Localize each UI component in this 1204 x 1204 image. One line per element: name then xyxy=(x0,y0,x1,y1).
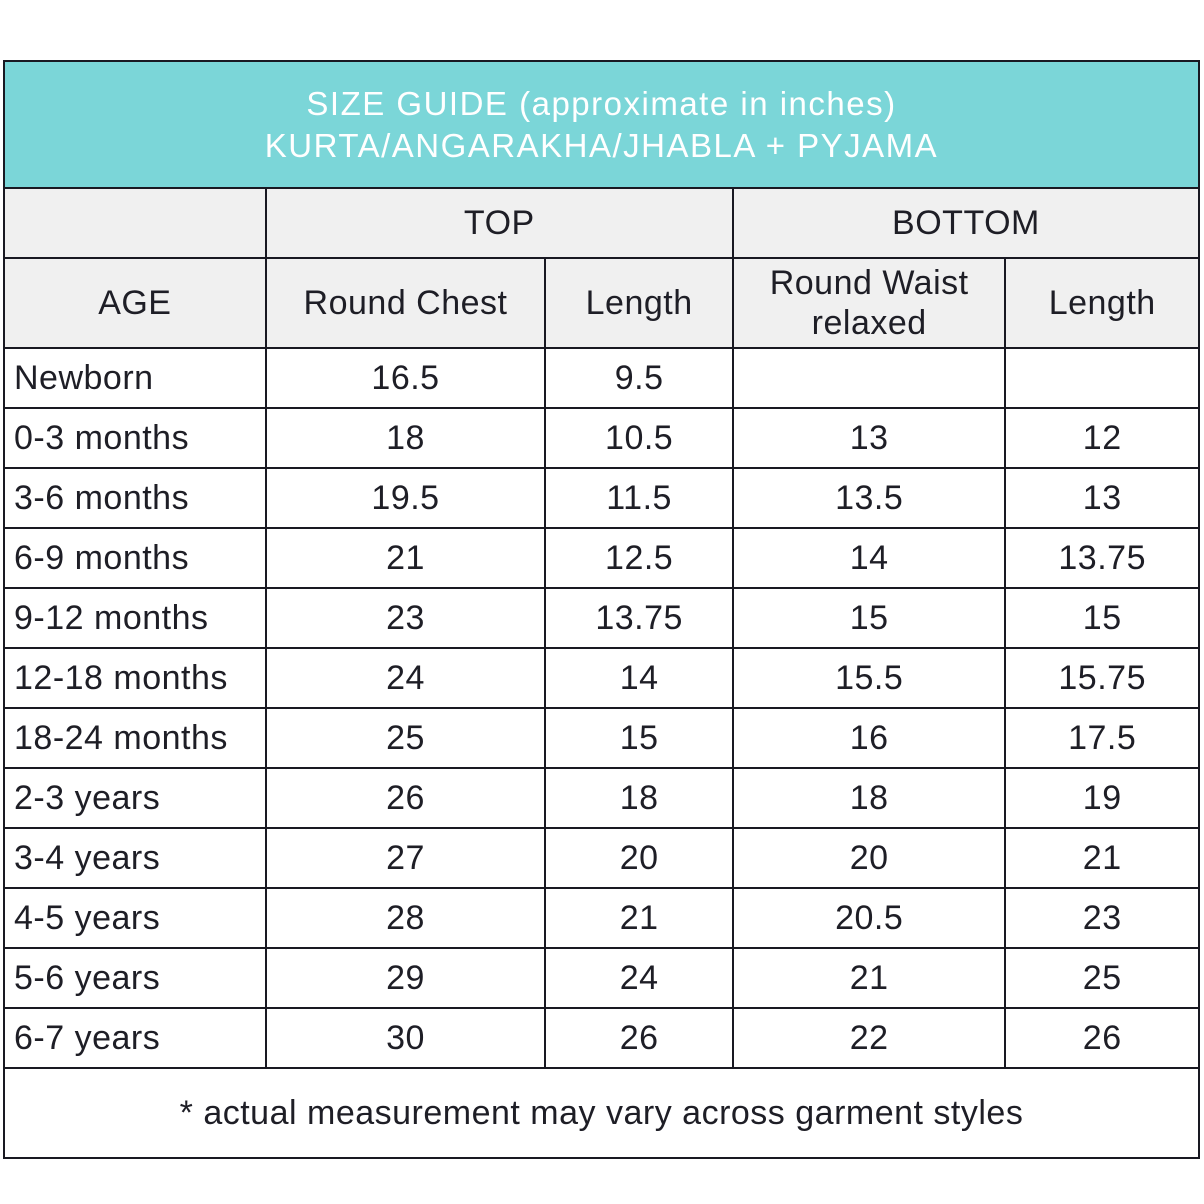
table-row: 2-3 years 26 18 18 19 xyxy=(3,767,1200,829)
bottom-round-waist-cell: 20.5 xyxy=(731,887,1007,949)
table-row: 5-6 years 29 24 21 25 xyxy=(3,947,1200,1009)
table-row: 0-3 months 18 10.5 13 12 xyxy=(3,407,1200,469)
bottom-round-waist-cell: 20 xyxy=(731,827,1007,889)
title-row: SIZE GUIDE (approximate in inches) KURTA… xyxy=(3,60,1200,189)
group-header-row: TOP BOTTOM xyxy=(3,187,1201,259)
table-row: 4-5 years 28 21 20.5 23 xyxy=(3,887,1200,949)
table-row: 9-12 months 23 13.75 15 15 xyxy=(3,587,1200,649)
top-length-cell: 10.5 xyxy=(544,407,734,469)
group-header-age-spacer xyxy=(3,187,267,259)
table-row: 6-7 years 30 26 22 26 xyxy=(3,1007,1200,1069)
top-round-chest-cell: 30 xyxy=(264,1007,547,1069)
group-header-top: TOP xyxy=(264,187,734,259)
title-line-2: KURTA/ANGARAKHA/JHABLA + PYJAMA xyxy=(264,126,939,164)
title-line-1: SIZE GUIDE (approximate in inches) xyxy=(306,84,897,122)
top-length-cell: 18 xyxy=(544,767,734,829)
bottom-length-cell: 21 xyxy=(1004,827,1200,889)
age-cell: 5-6 years xyxy=(3,947,267,1009)
table-row: 3-4 years 27 20 20 21 xyxy=(3,827,1200,889)
bottom-length-cell: 12 xyxy=(1004,407,1200,469)
bottom-round-waist-cell: 14 xyxy=(731,527,1007,589)
top-round-chest-cell: 18 xyxy=(264,407,547,469)
age-cell: 18-24 months xyxy=(3,707,267,769)
bottom-round-waist-cell xyxy=(731,347,1007,409)
age-cell: 9-12 months xyxy=(3,587,267,649)
table-row: 3-6 months 19.5 11.5 13.5 13 xyxy=(3,467,1200,529)
age-cell: 0-3 months xyxy=(3,407,267,469)
top-length-cell: 13.75 xyxy=(544,587,734,649)
group-header-bottom: BOTTOM xyxy=(731,187,1201,259)
age-cell: 6-9 months xyxy=(3,527,267,589)
top-round-chest-cell: 25 xyxy=(264,707,547,769)
footnote-row: * actual measurement may vary across gar… xyxy=(3,1067,1200,1159)
table-row: Newborn 16.5 9.5 xyxy=(3,347,1200,409)
column-header-bottom-length: Length xyxy=(1004,257,1200,349)
column-header-round-chest: Round Chest xyxy=(264,257,547,349)
bottom-length-cell: 15.75 xyxy=(1004,647,1200,709)
table-title: SIZE GUIDE (approximate in inches) KURTA… xyxy=(3,60,1200,189)
column-header-round-waist: Round Waist relaxed xyxy=(731,257,1007,349)
age-cell: 12-18 months xyxy=(3,647,267,709)
bottom-round-waist-cell: 13.5 xyxy=(731,467,1007,529)
top-length-cell: 24 xyxy=(544,947,734,1009)
bottom-length-cell: 26 xyxy=(1004,1007,1200,1069)
top-length-cell: 11.5 xyxy=(544,467,734,529)
top-round-chest-cell: 24 xyxy=(264,647,547,709)
size-guide-table: SIZE GUIDE (approximate in inches) KURTA… xyxy=(3,60,1201,1159)
bottom-round-waist-cell: 16 xyxy=(731,707,1007,769)
table-row: 12-18 months 24 14 15.5 15.75 xyxy=(3,647,1200,709)
column-header-row: AGE Round Chest Length Round Waist relax… xyxy=(3,257,1200,349)
age-cell: 2-3 years xyxy=(3,767,267,829)
top-round-chest-cell: 23 xyxy=(264,587,547,649)
top-length-cell: 14 xyxy=(544,647,734,709)
top-round-chest-cell: 29 xyxy=(264,947,547,1009)
table-row: 18-24 months 25 15 16 17.5 xyxy=(3,707,1200,769)
bottom-round-waist-cell: 21 xyxy=(731,947,1007,1009)
bottom-length-cell: 25 xyxy=(1004,947,1200,1009)
bottom-length-cell: 19 xyxy=(1004,767,1200,829)
bottom-round-waist-cell: 15 xyxy=(731,587,1007,649)
age-cell: 4-5 years xyxy=(3,887,267,949)
column-header-age: AGE xyxy=(3,257,267,349)
age-cell: 6-7 years xyxy=(3,1007,267,1069)
bottom-round-waist-cell: 22 xyxy=(731,1007,1007,1069)
top-round-chest-cell: 19.5 xyxy=(264,467,547,529)
bottom-round-waist-cell: 15.5 xyxy=(731,647,1007,709)
top-round-chest-cell: 21 xyxy=(264,527,547,589)
bottom-length-cell: 13 xyxy=(1004,467,1200,529)
bottom-round-waist-cell: 13 xyxy=(731,407,1007,469)
column-header-top-length: Length xyxy=(544,257,734,349)
age-cell: 3-4 years xyxy=(3,827,267,889)
bottom-length-cell: 13.75 xyxy=(1004,527,1200,589)
bottom-length-cell: 15 xyxy=(1004,587,1200,649)
top-round-chest-cell: 28 xyxy=(264,887,547,949)
age-cell: Newborn xyxy=(3,347,267,409)
footnote: * actual measurement may vary across gar… xyxy=(3,1067,1200,1159)
top-length-cell: 12.5 xyxy=(544,527,734,589)
bottom-round-waist-cell: 18 xyxy=(731,767,1007,829)
top-round-chest-cell: 26 xyxy=(264,767,547,829)
top-length-cell: 15 xyxy=(544,707,734,769)
top-length-cell: 20 xyxy=(544,827,734,889)
top-length-cell: 9.5 xyxy=(544,347,734,409)
top-round-chest-cell: 16.5 xyxy=(264,347,547,409)
top-length-cell: 26 xyxy=(544,1007,734,1069)
bottom-length-cell: 23 xyxy=(1004,887,1200,949)
age-cell: 3-6 months xyxy=(3,467,267,529)
top-length-cell: 21 xyxy=(544,887,734,949)
size-table-body: Newborn 16.5 9.5 0-3 months 18 10.5 13 12 3-6 mo… xyxy=(3,347,1200,1069)
bottom-length-cell: 17.5 xyxy=(1004,707,1200,769)
table-row: 6-9 months 21 12.5 14 13.75 xyxy=(3,527,1200,589)
top-round-chest-cell: 27 xyxy=(264,827,547,889)
bottom-length-cell xyxy=(1004,347,1200,409)
